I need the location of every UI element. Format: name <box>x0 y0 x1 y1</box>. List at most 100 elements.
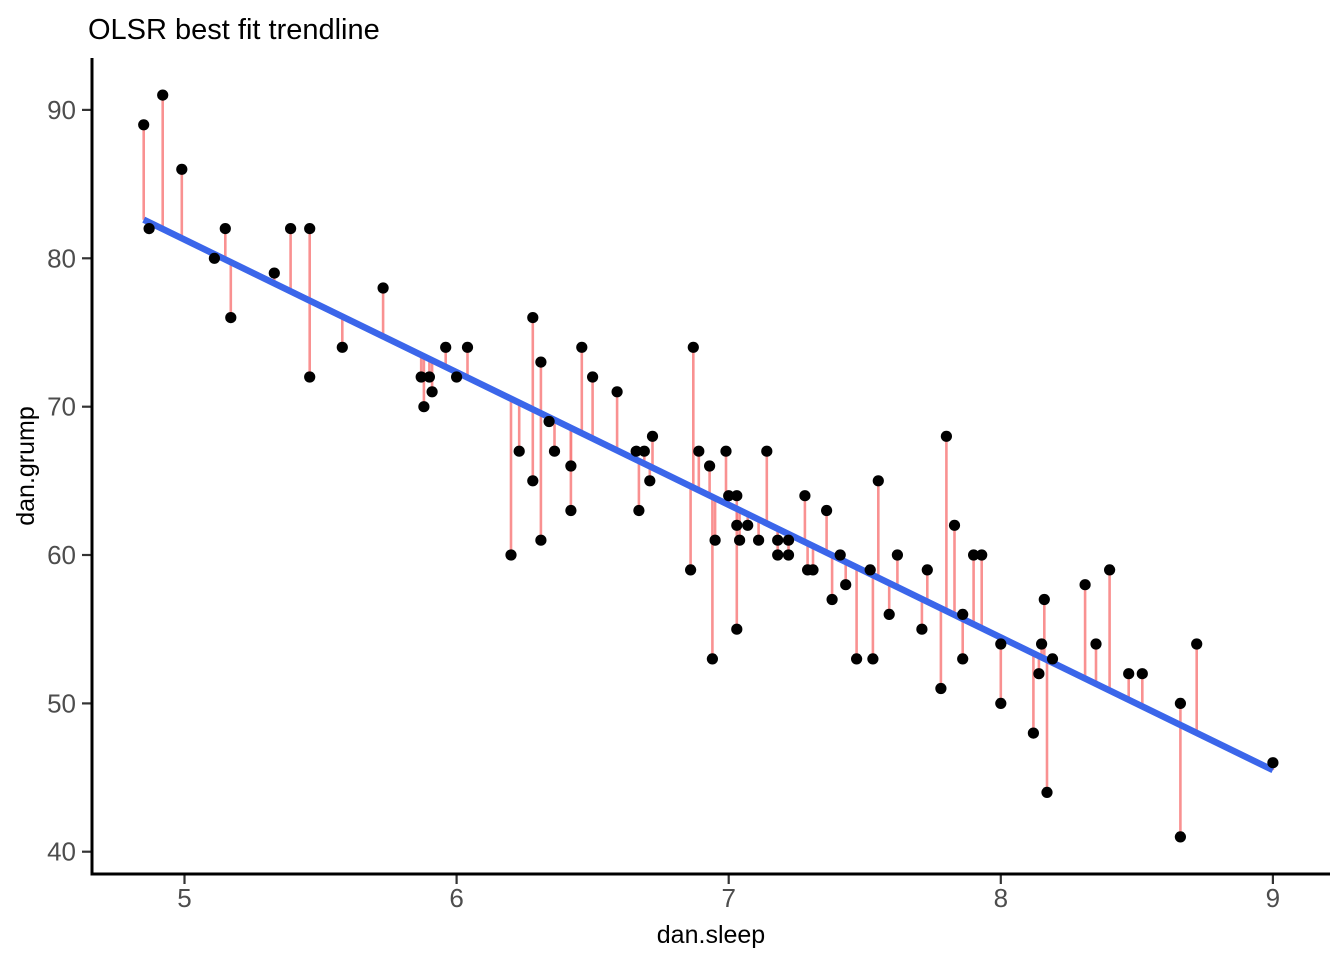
data-point <box>916 623 928 635</box>
x-tick-label: 9 <box>1266 883 1280 913</box>
data-point <box>706 653 719 665</box>
data-point <box>576 341 588 353</box>
y-ticks-group: 40 50 60 70 80 90 <box>47 95 91 867</box>
data-point <box>587 371 599 383</box>
data-point <box>704 460 716 472</box>
data-point <box>957 653 969 665</box>
data-point <box>782 549 795 561</box>
data-point <box>630 445 642 457</box>
data-point <box>1174 697 1186 710</box>
data-point <box>742 519 754 531</box>
data-point <box>138 119 150 131</box>
data-point <box>720 445 732 457</box>
data-point <box>685 564 697 576</box>
data-point <box>1136 668 1148 680</box>
data-point <box>535 356 547 368</box>
y-tick-label: 90 <box>47 95 76 125</box>
data-point <box>644 475 656 487</box>
data-point <box>772 549 784 561</box>
data-point <box>734 534 746 546</box>
data-point <box>336 341 348 353</box>
data-point <box>418 401 430 413</box>
data-point <box>440 341 452 353</box>
data-point <box>807 564 819 576</box>
data-point <box>611 386 623 398</box>
data-point <box>731 490 743 502</box>
data-point <box>513 445 525 457</box>
data-point <box>1041 786 1053 799</box>
data-point <box>1267 757 1279 769</box>
data-point <box>948 519 961 531</box>
x-axis-title: dan.sleep <box>657 921 765 949</box>
x-tick-label: 7 <box>721 883 735 913</box>
data-point <box>548 445 561 457</box>
trendline <box>142 216 1275 774</box>
data-point <box>451 371 463 383</box>
x-tick-label: 6 <box>449 883 463 913</box>
data-point <box>157 89 169 101</box>
data-point <box>968 549 980 561</box>
data-point <box>219 223 231 235</box>
data-point <box>1038 593 1050 606</box>
data-point <box>285 223 297 235</box>
data-point <box>935 682 947 695</box>
data-point <box>772 534 784 546</box>
data-point <box>143 223 155 235</box>
data-point <box>693 445 705 457</box>
data-point <box>646 430 659 442</box>
data-point <box>1191 638 1203 650</box>
data-point <box>834 549 846 561</box>
x-ticks-group: 5 6 7 8 9 <box>177 875 1280 913</box>
data-point <box>423 371 435 383</box>
data-point <box>1104 564 1116 576</box>
y-tick-label: 70 <box>47 392 76 422</box>
data-point <box>821 504 833 517</box>
data-point <box>1036 638 1048 650</box>
data-point <box>1090 638 1102 650</box>
data-point <box>799 490 811 502</box>
data-point <box>176 163 188 175</box>
data-point <box>940 430 953 442</box>
data-point <box>1027 727 1039 739</box>
data-point <box>976 549 988 561</box>
data-point <box>883 608 895 621</box>
data-point <box>1079 579 1091 591</box>
data-point <box>377 282 389 294</box>
data-point <box>543 415 555 428</box>
y-tick-label: 50 <box>47 688 76 718</box>
data-point <box>851 653 863 665</box>
data-point <box>731 623 743 635</box>
data-point <box>638 445 650 457</box>
points-group <box>138 89 1279 843</box>
y-axis-title: dan.grump <box>12 406 40 526</box>
data-point <box>921 564 933 576</box>
data-point <box>867 653 879 665</box>
data-point <box>304 223 316 235</box>
y-tick-label: 40 <box>47 837 76 867</box>
data-point <box>1046 653 1059 665</box>
data-point <box>527 475 539 487</box>
data-point <box>225 312 237 324</box>
data-point <box>723 490 735 502</box>
data-point <box>995 638 1007 650</box>
data-point <box>527 312 539 324</box>
data-point <box>864 564 876 576</box>
data-point <box>840 579 852 591</box>
data-point <box>535 534 547 546</box>
data-point <box>426 386 438 398</box>
data-point <box>304 371 316 383</box>
data-point <box>731 519 743 531</box>
data-point <box>505 549 517 561</box>
data-point <box>782 534 795 546</box>
data-point <box>208 252 220 264</box>
data-point <box>872 475 884 487</box>
chart-title: OLSR best fit trendline <box>88 14 380 46</box>
residuals-group <box>142 95 1275 837</box>
data-point <box>753 534 765 546</box>
y-tick-label: 80 <box>47 243 76 273</box>
data-point <box>761 445 773 457</box>
data-point <box>1123 668 1135 680</box>
y-tick-label: 60 <box>47 540 76 570</box>
